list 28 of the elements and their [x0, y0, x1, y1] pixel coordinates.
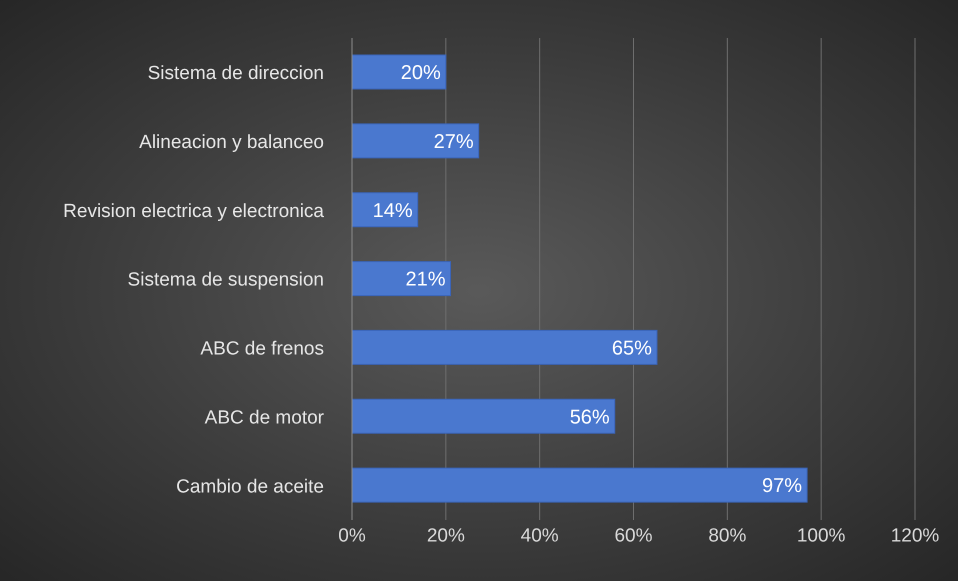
data-label: 56% [570, 406, 610, 428]
y-tick-label: ABC de motor [204, 407, 325, 428]
x-tick-label: 100% [796, 525, 846, 546]
bar [352, 54, 446, 90]
bar [352, 123, 480, 158]
y-tick-label: Cambio de aceite [176, 476, 324, 498]
x-tick-label: 120% [890, 525, 940, 546]
bar [352, 468, 808, 503]
data-label: 65% [612, 338, 652, 360]
data-label: 14% [372, 200, 413, 222]
y-tick-label: Revision electrica y electronica [63, 200, 324, 222]
y-tick-label: ABC de frenos [200, 338, 324, 360]
y-tick-label: Alineacion y balanceo [139, 132, 324, 154]
x-tick-label: 20% [426, 525, 465, 546]
x-tick-label: 60% [614, 525, 653, 546]
data-label: 27% [434, 130, 474, 153]
data-label: 20% [400, 62, 442, 84]
y-tick-label: Sistema de direccion [148, 63, 324, 84]
data-label: 21% [405, 268, 446, 291]
y-tick-label: Sistema de suspension [128, 270, 324, 291]
x-tick-label: 40% [520, 525, 559, 546]
bar [352, 192, 418, 228]
data-label: 97% [762, 475, 802, 498]
bar [352, 398, 616, 434]
bar [352, 261, 452, 296]
x-tick-label: 80% [708, 525, 746, 546]
bar [352, 330, 658, 365]
x-tick-label: 0% [338, 525, 366, 546]
